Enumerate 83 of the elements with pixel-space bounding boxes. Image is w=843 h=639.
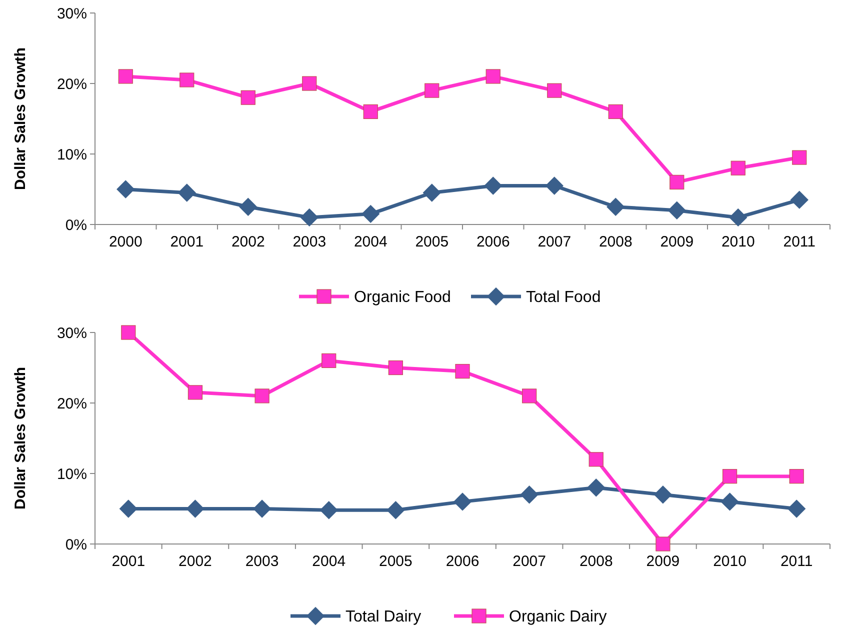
point bbox=[588, 452, 604, 467]
point bbox=[730, 160, 746, 176]
x-tick-label: 2010 bbox=[713, 553, 746, 570]
x-tick-label: 2004 bbox=[312, 553, 346, 570]
point bbox=[792, 150, 807, 165]
point bbox=[670, 174, 684, 190]
y-tick-label: 20% bbox=[56, 76, 87, 93]
legend-label: Organic Dairy bbox=[509, 608, 607, 626]
y-tick-label: 30% bbox=[56, 5, 87, 22]
point bbox=[119, 500, 138, 518]
x-tick-label: 2008 bbox=[598, 234, 632, 250]
point bbox=[116, 180, 135, 198]
point bbox=[520, 486, 538, 504]
point bbox=[240, 90, 256, 105]
point bbox=[386, 501, 405, 520]
x-tick-label: 2004 bbox=[354, 234, 388, 250]
x-tick-label: 2005 bbox=[415, 234, 449, 250]
point bbox=[118, 69, 133, 84]
point bbox=[606, 198, 625, 216]
y-tick-label: 10% bbox=[56, 466, 87, 483]
x-tick-label: 2006 bbox=[446, 553, 480, 570]
point bbox=[545, 176, 564, 195]
point bbox=[787, 500, 806, 518]
x-tick-label: 2001 bbox=[112, 553, 146, 570]
point bbox=[188, 385, 203, 400]
x-tick-label: 2007 bbox=[538, 234, 572, 250]
x-tick-label: 2002 bbox=[178, 553, 212, 570]
point bbox=[180, 72, 194, 88]
point bbox=[656, 536, 670, 552]
x-tick-label: 2009 bbox=[660, 234, 694, 250]
legend-label: Organic Food bbox=[354, 289, 451, 306]
point bbox=[668, 201, 686, 220]
point bbox=[363, 104, 378, 119]
y-axis-title: Dollar Sales Growth bbox=[12, 47, 29, 190]
x-tick-label: 2001 bbox=[170, 234, 204, 250]
point bbox=[239, 198, 258, 216]
point bbox=[186, 500, 204, 518]
point bbox=[654, 486, 672, 504]
point bbox=[178, 184, 196, 202]
point bbox=[722, 469, 738, 484]
point bbox=[320, 501, 338, 520]
point bbox=[121, 325, 136, 340]
point bbox=[322, 353, 336, 368]
point bbox=[455, 364, 470, 379]
legend-label: Total Dairy bbox=[346, 608, 422, 626]
x-tick-label: 2003 bbox=[245, 553, 279, 570]
point bbox=[547, 83, 562, 98]
y-axis-title: Dollar Sales Growth bbox=[12, 366, 29, 510]
point bbox=[484, 176, 502, 195]
y-tick-label: 0% bbox=[65, 216, 87, 234]
point bbox=[424, 83, 440, 98]
point bbox=[388, 360, 403, 376]
point bbox=[362, 204, 380, 224]
x-tick-label: 2000 bbox=[108, 234, 142, 250]
x-tick-label: 2003 bbox=[292, 234, 326, 250]
point bbox=[587, 478, 606, 497]
x-tick-label: 2009 bbox=[646, 553, 680, 570]
y-tick-label: 0% bbox=[65, 536, 87, 554]
y-tick-label: 10% bbox=[56, 146, 87, 164]
x-tick-label: 2005 bbox=[378, 553, 412, 570]
y-tick-label: 20% bbox=[56, 395, 87, 412]
point bbox=[789, 469, 804, 484]
point bbox=[522, 388, 537, 404]
x-tick-label: 2010 bbox=[721, 234, 755, 250]
x-tick-label: 2007 bbox=[512, 553, 546, 570]
x-tick-label: 2006 bbox=[476, 234, 510, 250]
point bbox=[254, 388, 270, 404]
point bbox=[422, 184, 441, 202]
x-tick-label: 2011 bbox=[780, 553, 813, 570]
point bbox=[790, 190, 808, 209]
x-tick-label: 2008 bbox=[579, 553, 613, 570]
x-tick-label: 2002 bbox=[231, 234, 265, 250]
point bbox=[302, 76, 317, 91]
legend-label: Total Food bbox=[526, 289, 601, 306]
point bbox=[608, 104, 623, 119]
point bbox=[252, 500, 272, 518]
y-tick-label: 30% bbox=[56, 324, 87, 342]
point bbox=[453, 492, 472, 511]
point bbox=[300, 208, 318, 227]
point bbox=[486, 69, 500, 84]
x-tick-label: 2011 bbox=[783, 234, 816, 250]
point bbox=[720, 492, 739, 511]
point bbox=[729, 208, 748, 227]
